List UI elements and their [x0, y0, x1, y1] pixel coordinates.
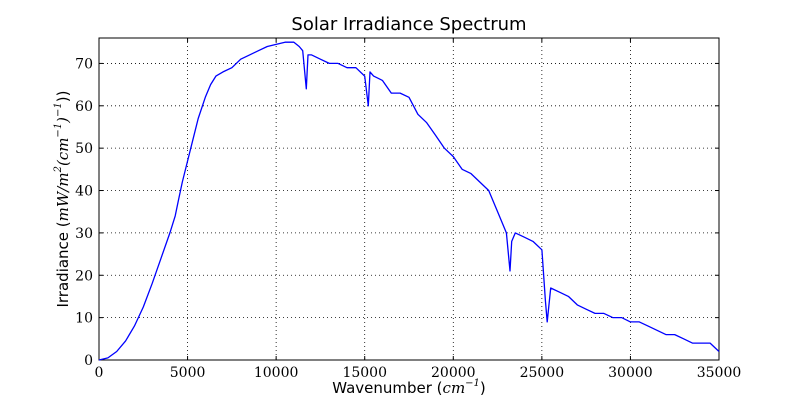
- y-axis-label-exp4: −1: [53, 102, 64, 117]
- y-axis-label-suffix: )): [54, 90, 72, 102]
- x-tick-label: 15000: [342, 365, 387, 381]
- y-axis-label-prefix: Irradiance (: [54, 221, 72, 307]
- series-line: [98, 41, 720, 361]
- x-axis-label-suffix: ): [480, 379, 486, 397]
- y-axis-label-math: mW/m: [54, 172, 72, 221]
- y-tick-label: 0: [84, 353, 93, 369]
- x-tick-label: 10000: [254, 365, 299, 381]
- x-tick-label: 0: [95, 365, 104, 381]
- y-tick-label: 70: [75, 56, 93, 72]
- x-axis-label-exp: −1: [465, 378, 480, 389]
- x-axis-label: Wavenumber (cm−1): [332, 378, 486, 397]
- y-tick-label: 20: [75, 268, 93, 284]
- x-tick-label: 20000: [431, 365, 476, 381]
- y-tick-label: 10: [75, 311, 93, 327]
- x-tick-label: 5000: [170, 365, 206, 381]
- y-tick-labels: 0 10 20 30 40 50 60 70: [75, 56, 93, 369]
- x-tick-label: 35000: [697, 365, 742, 381]
- ticks: [98, 38, 720, 361]
- x-tick-label: 25000: [520, 365, 565, 381]
- y-axis-label-mid2: ): [54, 117, 72, 124]
- y-tick-label: 60: [75, 99, 93, 115]
- y-tick-label: 30: [75, 226, 93, 242]
- x-tick-labels: 0 5000 10000 15000 20000 25000 30000 35000: [95, 365, 742, 381]
- x-tick-label: 30000: [608, 365, 653, 381]
- x-axis-label-prefix: Wavenumber (: [332, 379, 442, 397]
- y-axis-label-exp3: −1: [53, 123, 64, 138]
- grid: [99, 38, 719, 360]
- chart-title: Solar Irradiance Spectrum: [291, 14, 526, 35]
- y-axis-label-mid: (cm: [54, 138, 72, 166]
- y-tick-label: 40: [75, 184, 93, 200]
- y-tick-label: 50: [75, 141, 93, 157]
- y-axis-label: Irradiance (mW/m2(cm−1)−1)): [53, 90, 72, 307]
- x-axis-label-unit: cm: [443, 379, 466, 397]
- plot-frame: [98, 37, 720, 361]
- y-axis-label-exp2: 2: [53, 166, 64, 173]
